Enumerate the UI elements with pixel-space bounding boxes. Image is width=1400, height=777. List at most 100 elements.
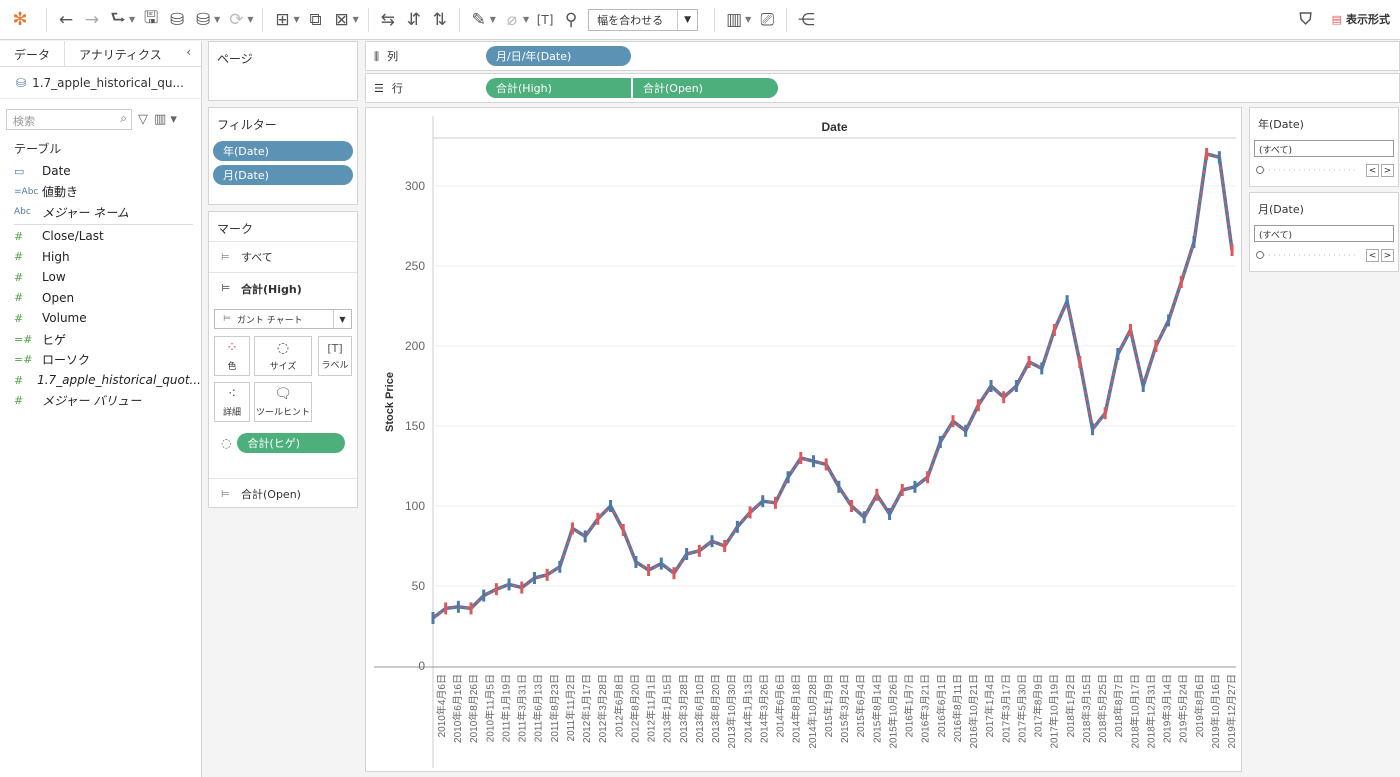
field-label: ローソク [42, 353, 91, 368]
pause-dropdown-icon[interactable]: ▼ [214, 15, 221, 24]
highlight-icon[interactable]: ✎ [471, 9, 486, 30]
filters-card[interactable]: フィルター 年(Date) 月(Date) [208, 107, 358, 205]
chevron-right-icon[interactable]: > [1381, 249, 1394, 262]
marks-open[interactable]: ⊨ 合計(Open) [209, 478, 357, 509]
gantt-mark [1179, 276, 1183, 288]
presentation-icon[interactable]: ⎚ [760, 9, 775, 30]
sort-ascending-icon[interactable]: ⇵ [406, 9, 421, 30]
rows-label: 行 [391, 82, 403, 95]
filter-pill-month[interactable]: 月(Date) [213, 165, 353, 185]
detail-button[interactable]: ⁖ 詳細 [214, 382, 250, 422]
redo-icon[interactable]: → [84, 9, 100, 30]
rows-shelf-label: ☰ 行 [366, 80, 486, 96]
collapse-icon[interactable]: ‹ [186, 45, 191, 59]
color-button[interactable]: ⁘ 色 [214, 336, 250, 376]
label-icon[interactable]: [T] [536, 12, 554, 27]
tab-data[interactable]: データ [0, 41, 66, 66]
field-volume[interactable]: # Volume [0, 308, 201, 329]
table-header: テーブル [14, 142, 62, 156]
gantt-mark [685, 548, 689, 560]
columns-shelf[interactable]: ⫼ 列 月/日/年(Date) [365, 41, 1400, 71]
tab-analytics[interactable]: アナリティクス [79, 48, 162, 62]
cards-dropdown-icon[interactable]: ▼ [745, 15, 752, 24]
viz-area[interactable]: Date 0 50 100 150 200 250 300 Stock Price 2010年4月… [365, 107, 1242, 772]
pause-updates-icon[interactable]: ⛁ [196, 9, 211, 30]
search-input[interactable]: 検索 ⌕ [6, 109, 132, 130]
show-me-icon[interactable]: ▤ [1331, 12, 1342, 26]
chevron-right-icon[interactable]: > [1381, 164, 1394, 177]
size-pill[interactable]: 合計(ヒゲ) [237, 433, 346, 453]
group-dropdown-icon[interactable]: ▼ [522, 15, 530, 24]
field-open[interactable]: # Open [0, 288, 201, 309]
filter-pill-year[interactable]: 年(Date) [213, 141, 353, 161]
share-icon[interactable]: ⋲ [797, 9, 815, 30]
view-options-icon[interactable]: ▥ ▾ [154, 112, 177, 127]
marks-high[interactable]: ⊨ 合計(High) [209, 273, 357, 304]
duplicate-sheet-icon[interactable]: ⧉ [309, 9, 322, 30]
gantt-mark [469, 602, 473, 615]
x-tick-label: 2016年10月21日 [967, 674, 980, 749]
pages-card[interactable]: ページ [208, 41, 358, 101]
new-worksheet-dropdown-icon[interactable]: ▼ [293, 15, 300, 24]
stock-chart[interactable]: Date 0 50 100 150 200 250 300 Stock Price 2010年4月… [366, 108, 1241, 771]
new-datasource-icon[interactable]: ⛁ [170, 9, 185, 30]
columns-shelf-label: ⫼ 列 [366, 48, 486, 64]
x-tick-label: 2015年8月14日 [870, 674, 883, 743]
refresh-icon[interactable]: ⟳ [229, 9, 244, 30]
chevron-left-icon[interactable]: < [1366, 249, 1379, 262]
fit-select[interactable]: 幅を合わせる ▼ [588, 8, 699, 31]
highlight-dropdown-icon[interactable]: ▼ [489, 15, 496, 24]
row-pill-open[interactable]: 合計(Open) [633, 78, 778, 98]
quick-filter-value[interactable]: (すべて) [1254, 140, 1394, 157]
label-button[interactable]: [T] ラベル [318, 336, 352, 376]
undo-icon[interactable]: ← [58, 9, 74, 30]
field-measure-names[interactable]: Abc メジャー ネーム [0, 202, 201, 223]
format-painter-icon[interactable]: ⛉ [1299, 9, 1312, 28]
datasource-item[interactable]: ⛁ 1.7_apple_historical_qu... [0, 67, 201, 99]
field-record-count[interactable]: #1.7_apple_historical_quot... [0, 370, 201, 391]
field-label: 1.7_apple_historical_quot... [37, 373, 201, 388]
quick-filter-value[interactable]: (すべて) [1254, 225, 1394, 242]
field-price-movement[interactable]: =Abc 値動き [0, 182, 201, 203]
field-measure-values[interactable]: # メジャー バリュー [0, 391, 201, 412]
x-tick-label: 2019年10月16日 [1209, 674, 1222, 749]
rows-icon: ☰ [374, 82, 384, 95]
replay-icon[interactable]: ⮑ [110, 8, 126, 28]
marks-all[interactable]: ⊨ すべて [209, 242, 357, 273]
swap-icon[interactable]: ⇆ [380, 9, 395, 30]
replay-dropdown-icon[interactable]: ▼ [129, 15, 136, 24]
row-pill-high[interactable]: 合計(High) [486, 78, 631, 98]
field-high[interactable]: # High [0, 246, 201, 267]
chevron-left-icon[interactable]: < [1366, 164, 1379, 177]
size-button[interactable]: ◌ サイズ [254, 336, 312, 376]
field-close-last[interactable]: # Close/Last [0, 226, 201, 247]
save-icon[interactable]: 🖫 [143, 8, 159, 28]
gantt-icon: ⊨ [221, 251, 230, 263]
field-low[interactable]: # Low [0, 267, 201, 288]
refresh-dropdown-icon[interactable]: ▼ [247, 15, 254, 24]
column-pill-date[interactable]: 月/日/年(Date) [486, 46, 631, 66]
rows-shelf[interactable]: ☰ 行 合計(High) 合計(Open) [365, 73, 1400, 103]
show-me-button[interactable]: 表示形式 [1346, 13, 1390, 26]
range-slider[interactable] [1256, 165, 1356, 175]
gantt-mark [1141, 380, 1145, 392]
clear-dropdown-icon[interactable]: ▼ [352, 15, 359, 24]
field-candle[interactable]: =# ローソク [0, 349, 201, 370]
new-worksheet-icon[interactable]: ⊞ [275, 9, 290, 30]
range-slider[interactable] [1256, 250, 1356, 260]
tableau-logo-icon[interactable]: ✻ [12, 9, 28, 30]
number-icon: # [14, 394, 24, 408]
sort-descending-icon[interactable]: ⇅ [432, 9, 447, 30]
tooltip-button[interactable]: 🗨 ツールヒント [254, 382, 312, 422]
clear-sheet-icon[interactable]: ⊠ [334, 9, 349, 30]
field-date[interactable]: ▭ Date [0, 161, 201, 182]
group-icon[interactable]: ⌀ [506, 9, 518, 30]
mark-type-select[interactable]: ⊨ ガント チャート ▼ [214, 309, 352, 329]
filter-icon[interactable]: ▽ [138, 112, 148, 127]
x-tick-label: 2018年8月7日 [1112, 674, 1125, 737]
field-wick[interactable]: =# ヒゲ [0, 329, 201, 350]
x-tick-label: 2010年6月16日 [451, 674, 464, 743]
pin-icon[interactable]: ⚲ [564, 9, 578, 30]
show-cards-icon[interactable]: ▥ [726, 9, 743, 30]
data-pane-tabs: データ アナリティクス ‹ [0, 41, 201, 67]
